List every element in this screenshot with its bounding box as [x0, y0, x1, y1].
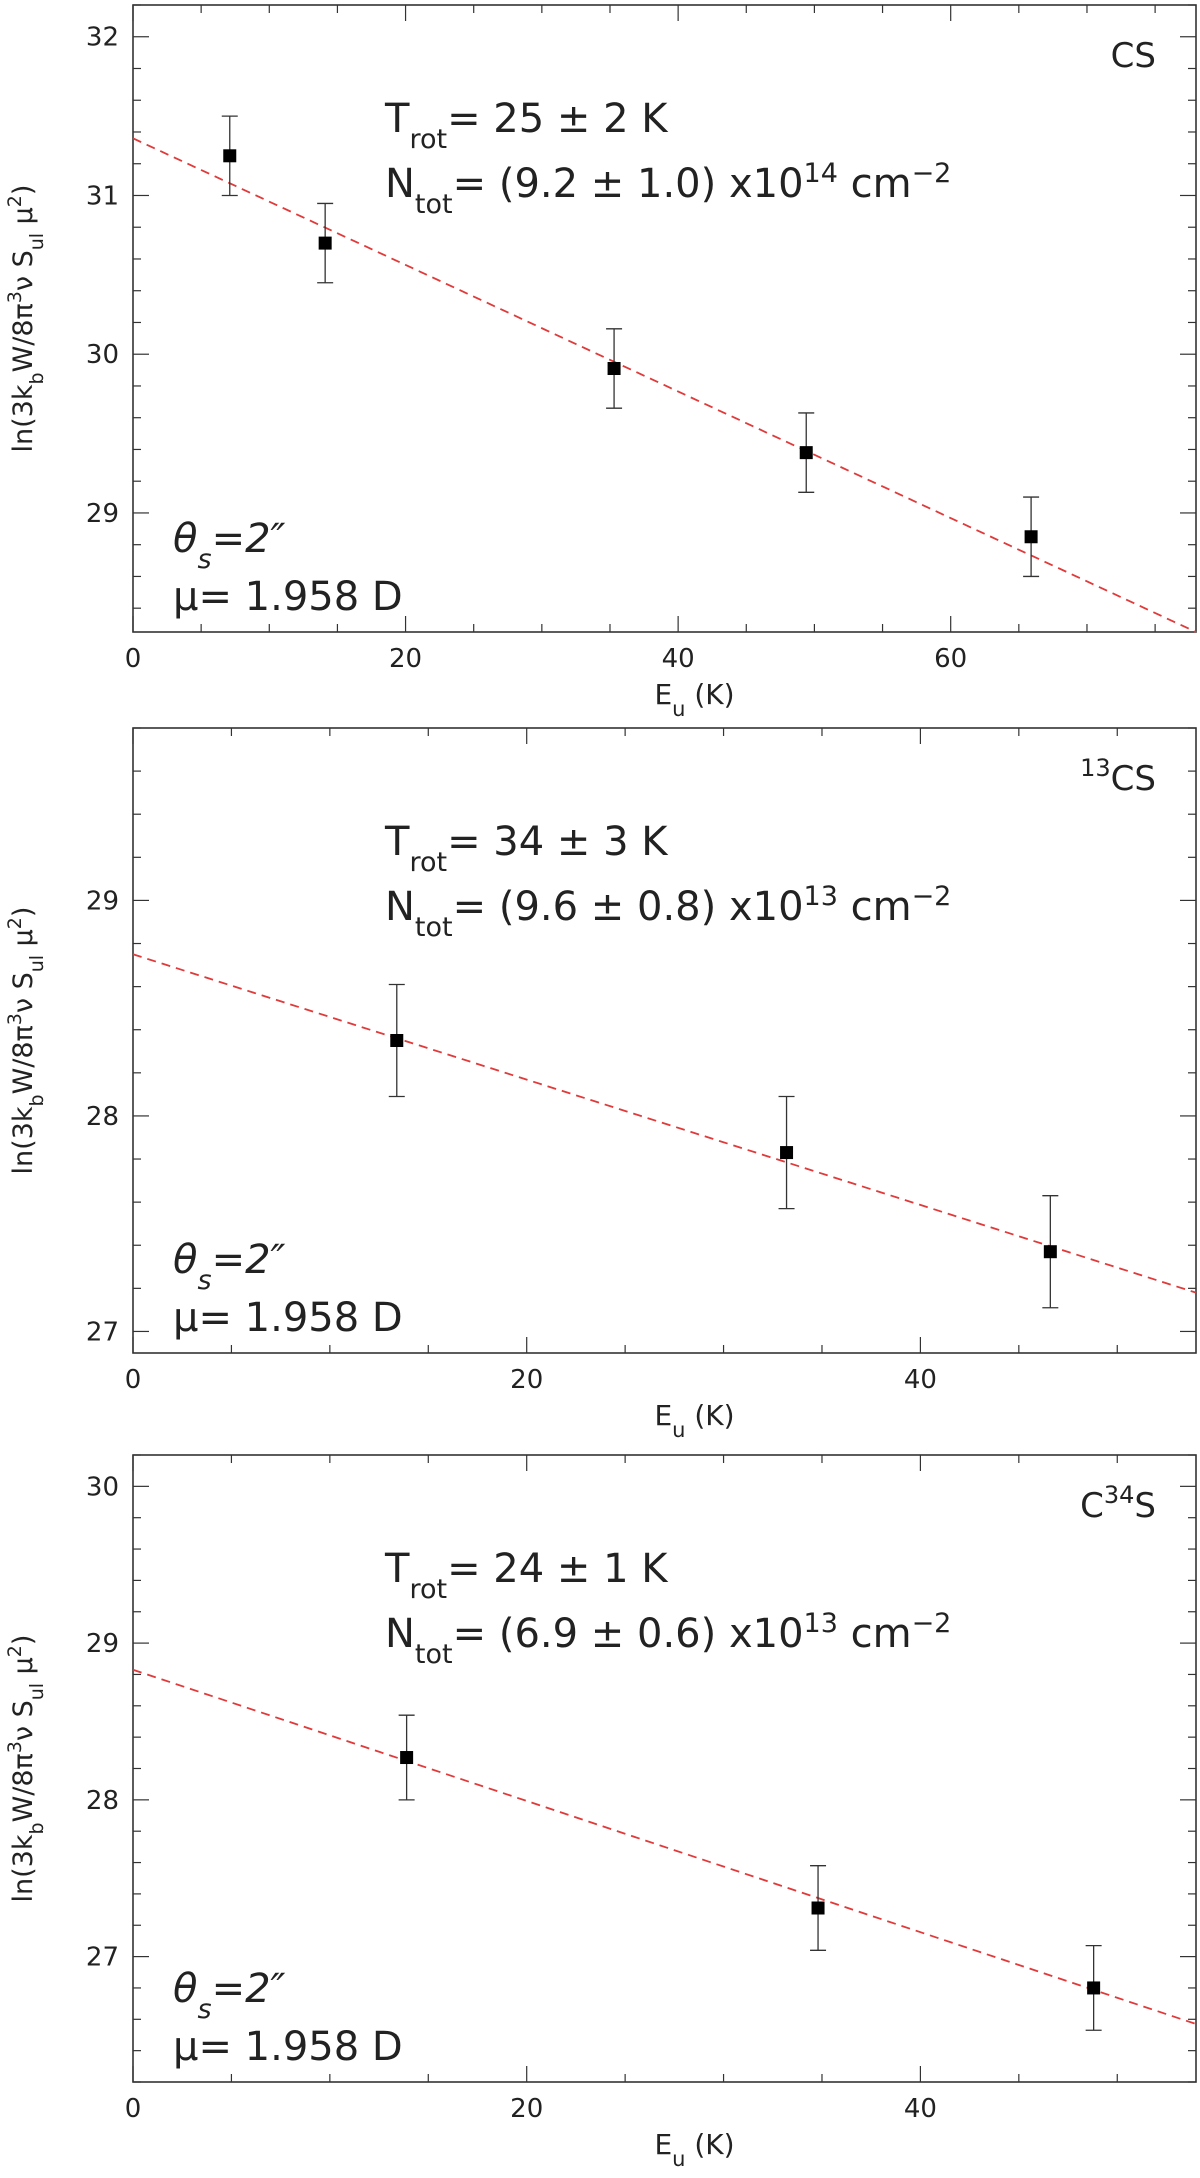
data-point: [780, 1146, 794, 1160]
data-point: [799, 446, 813, 460]
data-point: [390, 1034, 404, 1047]
trot-annotation: Trot= 34 ± 3 K: [384, 819, 669, 878]
x-tick-label: 40: [662, 644, 695, 674]
x-tick-label: 20: [510, 2094, 543, 2124]
y-tick-label: 27: [86, 1943, 119, 1973]
fit-line: [132, 953, 1197, 1294]
data-point: [318, 236, 332, 250]
x-axis-label: Eu (K): [654, 2128, 734, 2171]
plot-frame: [132, 4, 1197, 633]
x-tick-label: 20: [389, 644, 422, 674]
x-tick-label: 0: [125, 644, 142, 674]
trot-annotation: Trot= 24 ± 1 K: [384, 1546, 669, 1605]
y-tick-label: 28: [86, 1786, 119, 1816]
panel-1: 0 20 40 60 29 30 31 32 Eu (K) ln(3kbW/8π3ν Sul μ2…: [4, 4, 1197, 721]
y-tick-label: 29: [86, 1629, 119, 1659]
y-tick-label: 29: [86, 499, 119, 529]
data-point: [607, 362, 621, 376]
dipole-annotation: μ= 1.958 D: [173, 574, 403, 620]
x-tick-label: 60: [934, 644, 967, 674]
ntot-annotation: Ntot= (6.9 ± 0.6) x1013 cm−2: [385, 1608, 951, 1670]
data-point: [400, 1751, 414, 1765]
y-tick-label: 32: [86, 23, 119, 53]
x-tick-label: 40: [904, 2094, 937, 2124]
ntot-annotation: Ntot= (9.2 ± 1.0) x1014 cm−2: [385, 158, 951, 220]
y-axis-label: ln(3kbW/8π3ν Sul μ2): [4, 907, 48, 1175]
y-tick-label: 29: [86, 886, 119, 916]
x-tick-label: 40: [904, 1365, 937, 1395]
panel-3: 0 20 40 27 28 29 30 Eu (K) ln(3kbW/8π3ν Sul μ2) C…: [4, 1454, 1197, 2171]
x-tick-label: 20: [510, 1365, 543, 1395]
y-tick-label: 31: [86, 181, 119, 211]
data-point: [811, 1901, 825, 1915]
dipole-annotation: μ= 1.958 D: [173, 2024, 403, 2070]
x-axis-label: Eu (K): [654, 1399, 734, 1442]
x-tick-label: 0: [125, 1365, 142, 1395]
species-label: CS: [1111, 36, 1156, 76]
theta-annotation: θs=2″: [173, 516, 286, 575]
panel-2: 0 20 40 27 28 29 Eu (K) ln(3kbW/8π3ν Sul μ2) 13C…: [4, 727, 1197, 1442]
y-tick-label: 28: [86, 1102, 119, 1132]
trot-annotation: Trot= 25 ± 2 K: [384, 96, 669, 155]
fit-line: [132, 137, 1197, 633]
data-point: [1087, 1981, 1101, 1995]
ntot-annotation: Ntot= (9.6 ± 0.8) x1013 cm−2: [385, 881, 951, 943]
x-axis-label: Eu (K): [654, 678, 734, 721]
y-tick-label: 30: [86, 1472, 119, 1502]
y-axis-label: ln(3kbW/8π3ν Sul μ2): [4, 185, 48, 453]
theta-annotation: θs=2″: [173, 1237, 286, 1296]
theta-annotation: θs=2″: [173, 1966, 286, 2025]
y-axis-label: ln(3kbW/8π3ν Sul μ2): [4, 1635, 48, 1903]
dipole-annotation: μ= 1.958 D: [173, 1295, 403, 1341]
y-tick-label: 30: [86, 340, 119, 370]
data-point: [1043, 1245, 1057, 1259]
data-point: [223, 149, 237, 163]
data-point: [1024, 530, 1038, 544]
x-tick-label: 0: [125, 2094, 142, 2124]
plot-frame: [132, 727, 1197, 1354]
species-label: C34S: [1080, 1481, 1156, 1526]
y-tick-label: 27: [86, 1317, 119, 1347]
species-label: 13CS: [1080, 754, 1156, 799]
fit-line: [132, 1668, 1197, 2025]
